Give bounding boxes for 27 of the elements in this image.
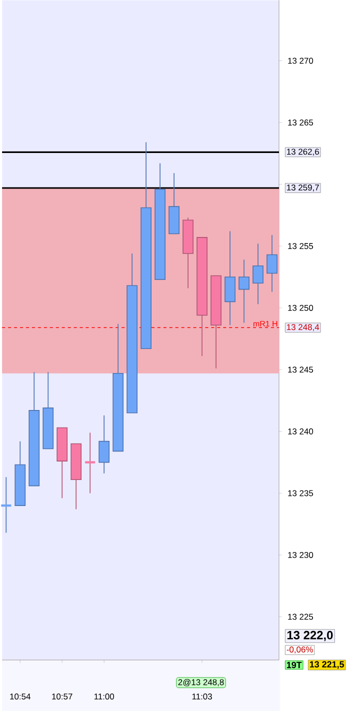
y-tick-label: 13 255	[288, 243, 314, 250]
y-tick-label: 13 225	[288, 614, 314, 620]
y-tick-label: 13 245	[288, 366, 314, 373]
y-tick-label: 13 265	[288, 120, 314, 126]
x-tick-label: 10:57	[52, 694, 72, 700]
text: -0,06%	[286, 646, 313, 654]
candlestick	[98, 414, 110, 474]
x-tick-label: 10:54	[10, 694, 30, 700]
candlestick	[252, 243, 264, 305]
text: 13 221,5	[310, 661, 344, 669]
x-tick-label: 11:00	[94, 694, 114, 700]
text: 19T	[286, 662, 302, 668]
candlestick	[238, 259, 250, 324]
y-tick-label: 13 230	[288, 552, 314, 558]
y-tick-label: 13 250	[288, 304, 314, 311]
text: 13 222,0	[287, 630, 333, 642]
candlestick	[84, 432, 96, 494]
y-tick-label: 13 240	[288, 428, 314, 434]
candlestick	[0, 476, 12, 534]
ref-line-label: 13 262,6	[287, 148, 319, 156]
text: 2@13 248,8	[178, 678, 224, 686]
y-tick-label: 13 235	[288, 490, 314, 496]
ref-line-label: 13 248,4	[287, 324, 320, 332]
ref-line-label: 13 259,7	[287, 184, 319, 192]
y-tick-label: 13 270	[288, 58, 314, 64]
x-tick-label: 11:03	[192, 694, 212, 700]
candlestick	[266, 234, 278, 292]
